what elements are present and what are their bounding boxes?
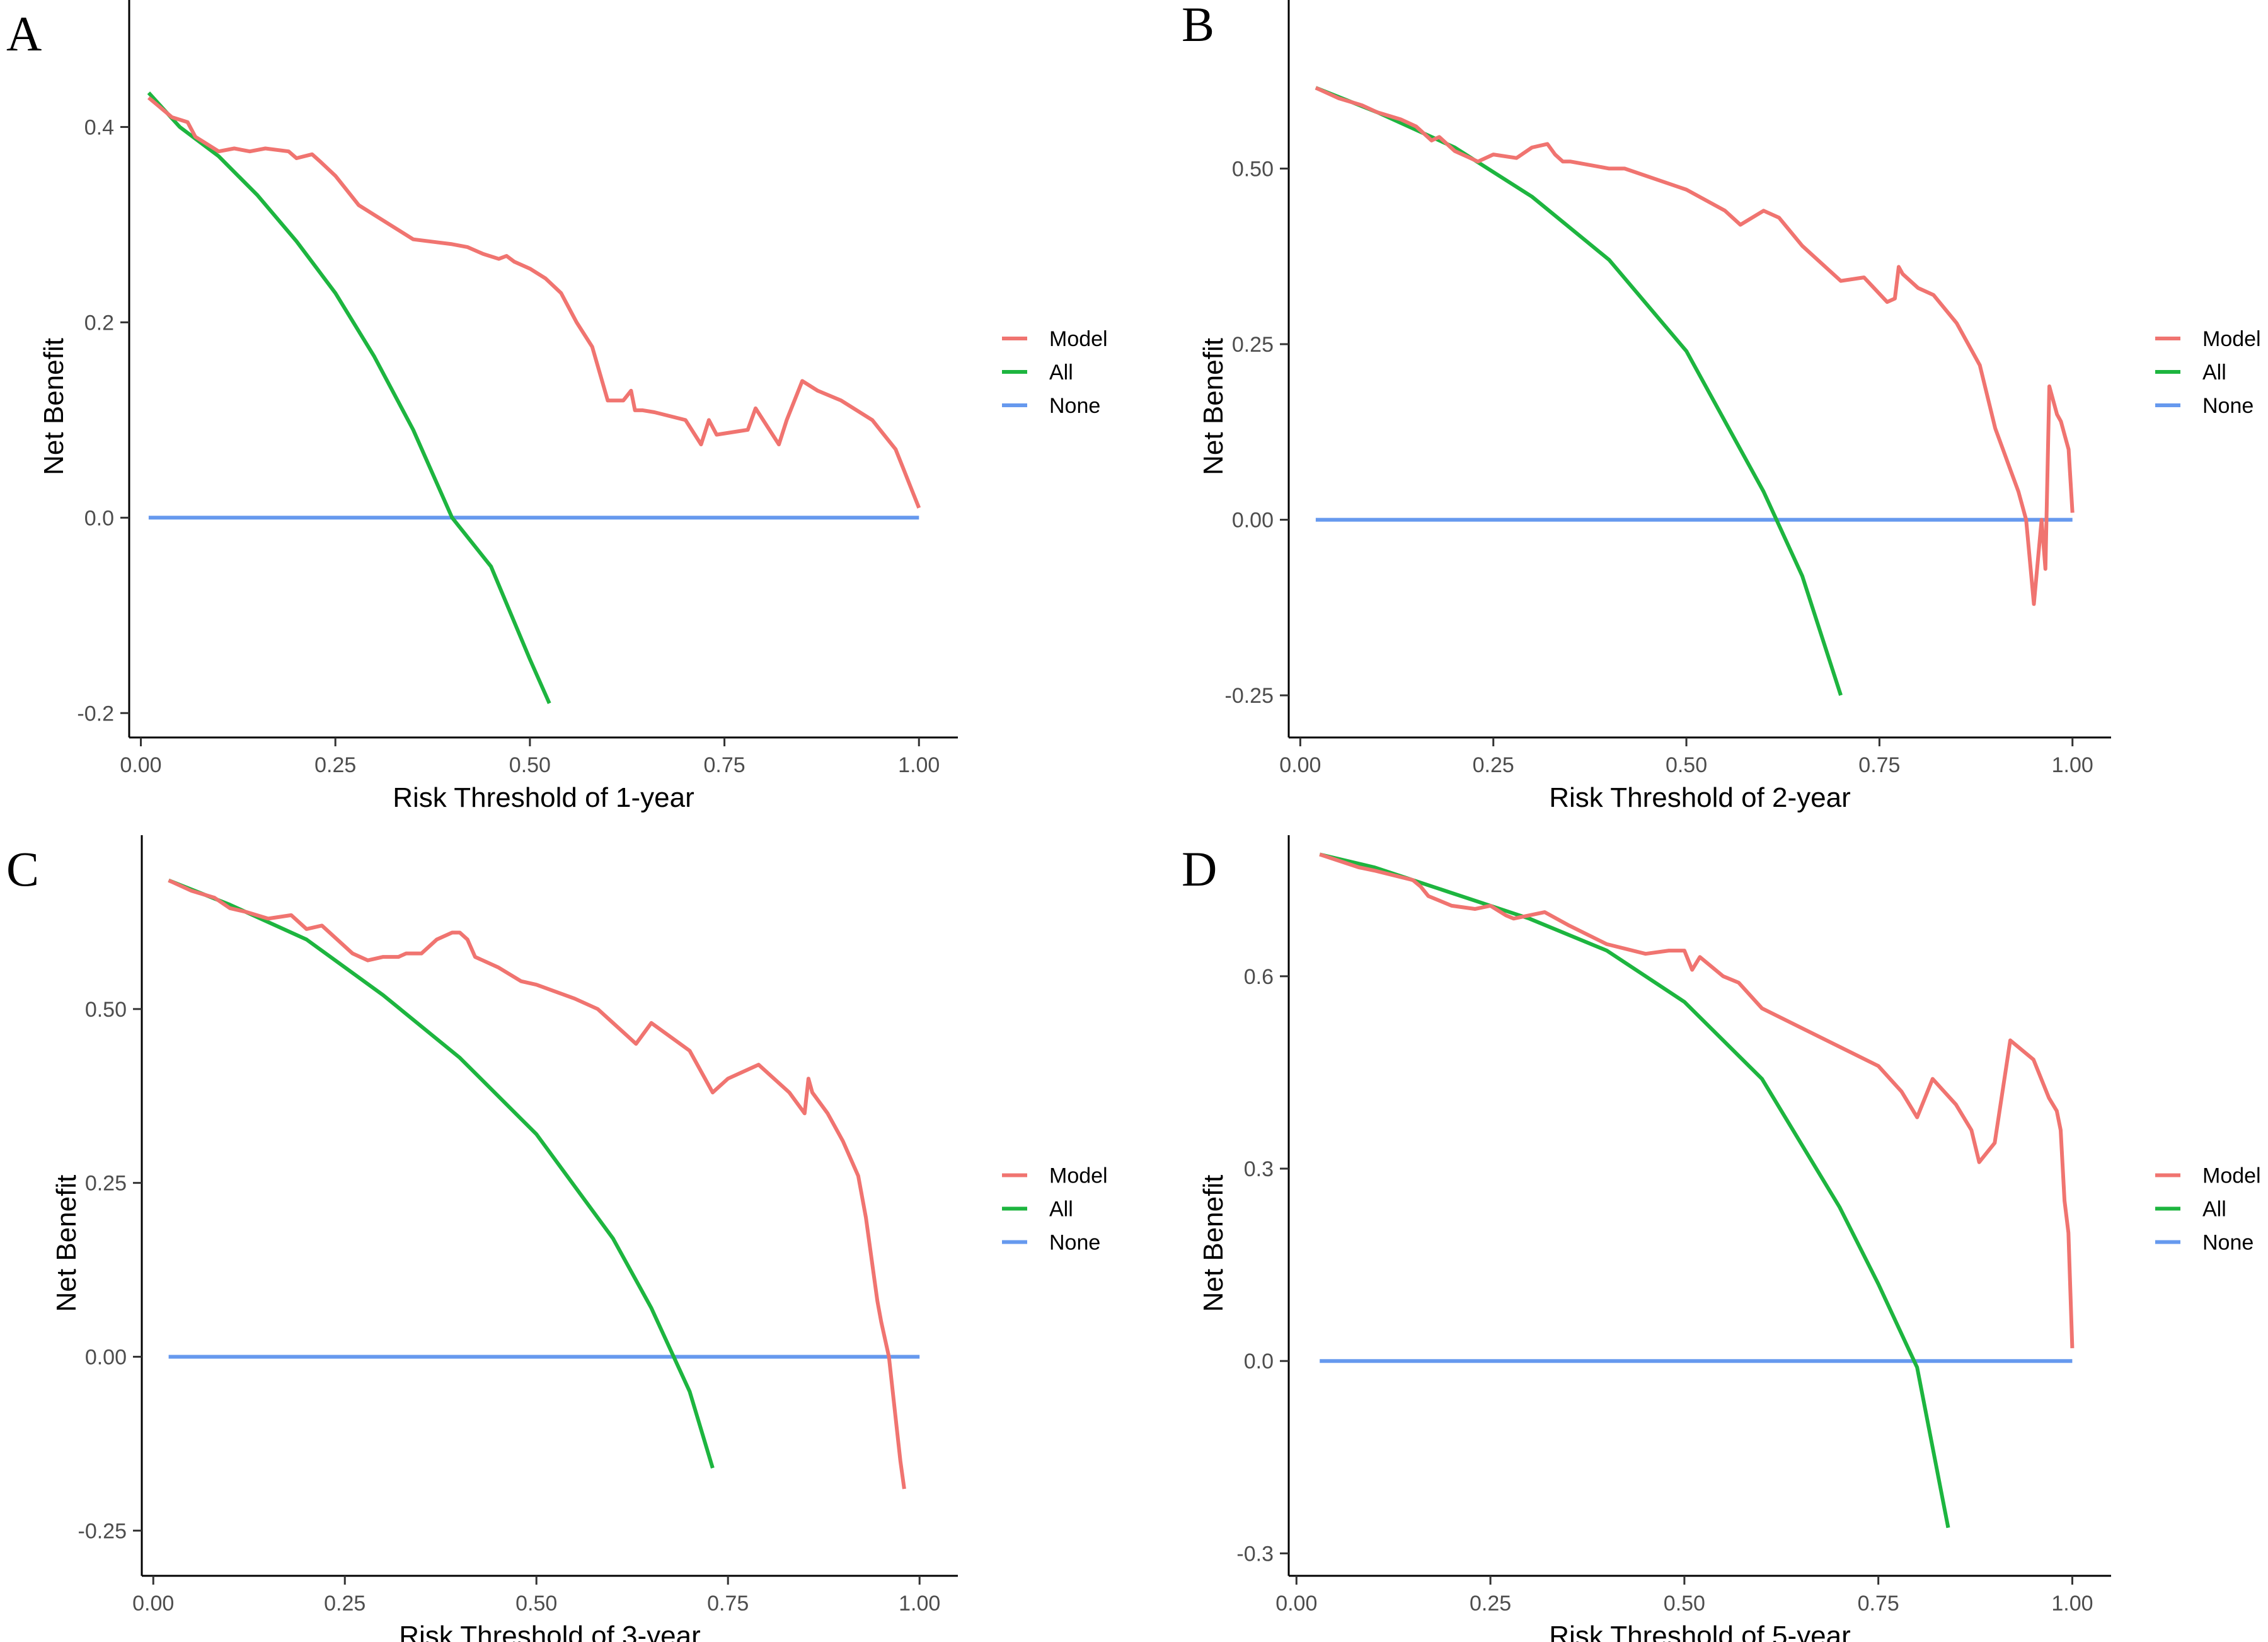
y-tick-label: 0.25 xyxy=(1232,333,1274,357)
y-axis-title: Net Benefit xyxy=(1198,1175,1229,1312)
series-line-all xyxy=(1315,86,1843,697)
panel-letter: B xyxy=(1182,0,1214,52)
legend-label-none: None xyxy=(1049,394,1100,418)
x-tick-label: 0.25 xyxy=(1473,753,1514,777)
y-tick-label: 0.25 xyxy=(85,1172,127,1196)
x-tick-label: 0.50 xyxy=(515,1592,557,1616)
series-line-all xyxy=(168,878,715,1469)
y-tick-label: 0.00 xyxy=(85,1345,127,1369)
series-line-model xyxy=(1315,86,2075,606)
x-tick-label: 0.00 xyxy=(132,1592,174,1616)
x-axis-title: Risk Threshold of 5-year xyxy=(1549,1621,1851,1642)
legend-label-model: Model xyxy=(1049,1164,1108,1188)
y-tick-label: 0.3 xyxy=(1244,1157,1274,1181)
series-line-model xyxy=(147,96,921,509)
legend: Model All None xyxy=(2155,1164,2261,1255)
series-line-model xyxy=(1319,852,2075,1348)
y-tick-label: 0.00 xyxy=(1232,509,1274,533)
legend-label-model: Model xyxy=(2202,1164,2261,1188)
x-axis-title: Risk Threshold of 3-year xyxy=(399,1621,701,1642)
x-tick-label: 0.75 xyxy=(1858,753,1900,777)
legend-label-all: All xyxy=(1049,361,1073,384)
y-tick-label: 0.50 xyxy=(85,998,127,1022)
y-tick-label: -0.25 xyxy=(78,1519,127,1543)
series-line-model xyxy=(168,878,906,1489)
x-tick-label: 0.00 xyxy=(120,753,161,777)
x-tick-label: 0.00 xyxy=(1279,753,1321,777)
x-tick-label: 0.25 xyxy=(314,753,356,777)
y-axis-title: Net Benefit xyxy=(1198,338,1229,475)
legend-label-model: Model xyxy=(1049,327,1108,351)
x-tick-label: 1.00 xyxy=(2052,753,2093,777)
x-axis-title: Risk Threshold of 2-year xyxy=(1549,782,1851,813)
y-tick-label: 0.50 xyxy=(1232,157,1274,181)
x-tick-label: 0.75 xyxy=(707,1592,749,1616)
series-line-all xyxy=(1319,852,1950,1529)
x-tick-label: 0.50 xyxy=(509,753,551,777)
legend-label-all: All xyxy=(1049,1198,1073,1222)
y-axis-title: Net Benefit xyxy=(38,338,69,475)
panel-letter: D xyxy=(1182,841,1217,896)
legend-label-model: Model xyxy=(2202,327,2261,351)
y-tick-label: 0.0 xyxy=(84,506,114,530)
x-tick-label: 0.75 xyxy=(1858,1592,1899,1616)
y-axis-title: Net Benefit xyxy=(51,1175,82,1312)
panel-letter: A xyxy=(6,6,42,61)
y-tick-label: 0.4 xyxy=(84,115,114,139)
panel-b: B 0.00 0.25 0.50 0.75 1.00 -0.25 0.00 0.25 0.50 Ri… xyxy=(1182,0,2261,813)
legend-label-none: None xyxy=(1049,1231,1100,1255)
legend: Model All None xyxy=(1002,1164,1108,1255)
x-tick-label: 0.50 xyxy=(1666,753,1707,777)
legend-label-all: All xyxy=(2202,361,2226,384)
y-tick-label: 0.0 xyxy=(1244,1350,1274,1373)
panel-a: A 0.00 0.25 0.50 0.75 1.00 -0.2 0.0 0.2 0.4 Risk T… xyxy=(6,0,1108,813)
x-tick-label: 0.75 xyxy=(703,753,745,777)
x-axis-title: Risk Threshold of 1-year xyxy=(393,782,694,813)
x-tick-label: 1.00 xyxy=(899,1592,940,1616)
x-tick-label: 1.00 xyxy=(898,753,940,777)
legend: Model All None xyxy=(2155,327,2261,418)
x-tick-label: 0.25 xyxy=(1470,1592,1511,1616)
y-tick-label: 0.6 xyxy=(1244,965,1274,989)
panel-letter: C xyxy=(6,841,39,896)
y-tick-label: 0.2 xyxy=(84,311,114,335)
legend-label-none: None xyxy=(2202,394,2254,418)
y-tick-label: -0.3 xyxy=(1236,1542,1274,1566)
x-tick-label: 0.00 xyxy=(1275,1592,1317,1616)
y-tick-label: -0.25 xyxy=(1225,684,1274,708)
legend-label-all: All xyxy=(2202,1198,2226,1222)
panel-c: C 0.00 0.25 0.50 0.75 1.00 -0.25 0.00 0.25 0.50 Ri… xyxy=(6,835,1108,1642)
series-line-all xyxy=(147,91,551,705)
panel-d: D 0.00 0.25 0.50 0.75 1.00 -0.3 0.0 0.3 0.6 Risk T… xyxy=(1182,835,2261,1642)
x-tick-label: 0.50 xyxy=(1664,1592,1705,1616)
x-tick-label: 1.00 xyxy=(2051,1592,2093,1616)
y-tick-label: -0.2 xyxy=(77,702,114,726)
legend: Model All None xyxy=(1002,327,1108,418)
legend-label-none: None xyxy=(2202,1231,2254,1255)
x-tick-label: 0.25 xyxy=(324,1592,366,1616)
